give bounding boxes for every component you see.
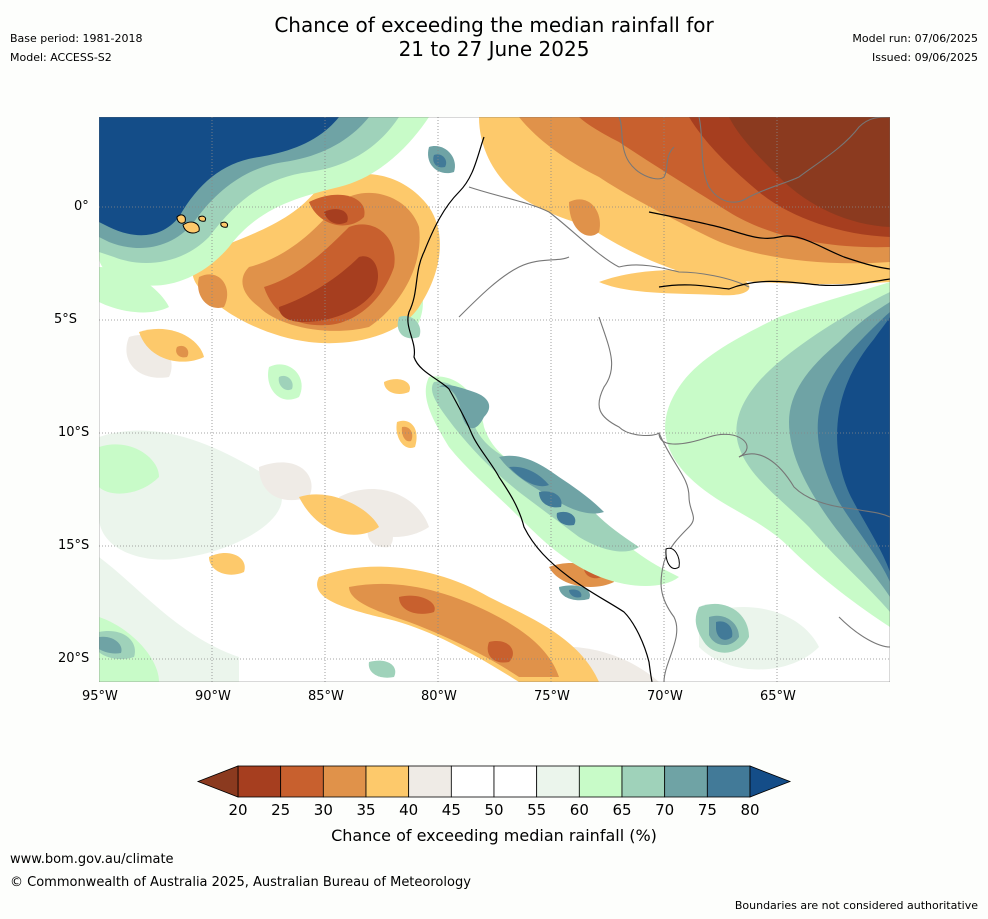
wet-anomaly-east bbox=[665, 282, 890, 627]
website-text: www.bom.gov.au/climate bbox=[10, 852, 174, 867]
issued-text: Issued: 09/06/2025 bbox=[871, 51, 978, 64]
colorbar-box-8 bbox=[578, 765, 623, 798]
colorbar-tick-70: 70 bbox=[655, 801, 674, 819]
lon-label-95w: 95°W bbox=[82, 689, 118, 704]
lon-label-65w: 65°W bbox=[760, 689, 796, 704]
colorbar-tick-50: 50 bbox=[484, 801, 503, 819]
colorbar: 20 25 30 35 40 45 50 55 60 65 70 75 80 bbox=[196, 765, 792, 819]
copyright-text: © Commonwealth of Australia 2025, Austra… bbox=[10, 875, 471, 890]
colorbar-tick-35: 35 bbox=[356, 801, 375, 819]
colorbar-box-6 bbox=[493, 765, 538, 798]
colorbar-box-10 bbox=[664, 765, 708, 798]
colorbar-box-11 bbox=[706, 765, 751, 798]
dry-anomaly-south bbox=[317, 562, 614, 682]
colorbar-tick-60: 60 bbox=[570, 801, 589, 819]
map-title: Chance of exceeding the median rainfall … bbox=[0, 13, 988, 61]
colorbar-tick-20: 20 bbox=[228, 801, 247, 819]
disclaimer-text: Boundaries are not considered authoritat… bbox=[734, 899, 978, 912]
lat-label-0: 0° bbox=[74, 199, 89, 214]
colorbar-box-1 bbox=[280, 765, 324, 798]
lon-label-80w: 80°W bbox=[421, 689, 457, 704]
wet-anomaly-northwest bbox=[99, 117, 429, 286]
coastlines bbox=[407, 136, 890, 682]
colorbar-over-arrow bbox=[749, 765, 792, 798]
lon-label-70w: 70°W bbox=[647, 689, 683, 704]
model-run-text: Model run: 07/06/2025 bbox=[852, 32, 978, 45]
dry-anomaly-north bbox=[479, 117, 890, 296]
colorbar-under-arrow bbox=[196, 765, 239, 798]
colorbar-box-0 bbox=[237, 765, 282, 798]
colorbar-tick-25: 25 bbox=[271, 801, 290, 819]
country-borders bbox=[458, 117, 890, 682]
galapagos-islands bbox=[176, 214, 228, 234]
map-gridlines bbox=[99, 117, 890, 682]
rainfall-map bbox=[99, 117, 890, 682]
colorbar-tick-45: 45 bbox=[442, 801, 461, 819]
lat-label-5s: 5°S bbox=[54, 312, 78, 327]
colorbar-tick-65: 65 bbox=[612, 801, 631, 819]
lat-label-10s: 10°S bbox=[58, 425, 90, 440]
colorbar-box-7 bbox=[536, 765, 580, 798]
lake-titicaca bbox=[665, 547, 680, 570]
colorbar-tick-80: 80 bbox=[740, 801, 759, 819]
model-text: Model: ACCESS-S2 bbox=[10, 51, 112, 64]
colorbar-box-9 bbox=[621, 765, 666, 798]
colorbar-box-3 bbox=[365, 765, 410, 798]
colorbar-tick-55: 55 bbox=[527, 801, 546, 819]
lon-label-90w: 90°W bbox=[195, 689, 231, 704]
dry-anomaly-west bbox=[139, 173, 440, 575]
lon-label-85w: 85°W bbox=[308, 689, 344, 704]
colorbar-tick-30: 30 bbox=[314, 801, 333, 819]
lat-label-15s: 15°S bbox=[58, 538, 90, 553]
base-period-text: Base period: 1981-2018 bbox=[10, 32, 143, 45]
colorbar-box-4 bbox=[408, 765, 452, 798]
colorbar-label: Chance of exceeding median rainfall (%) bbox=[331, 826, 657, 845]
colorbar-box-5 bbox=[450, 765, 495, 798]
colorbar-box-2 bbox=[322, 765, 367, 798]
wet-anomaly-coast bbox=[99, 146, 749, 678]
colorbar-tick-40: 40 bbox=[399, 801, 418, 819]
title-line-1: Chance of exceeding the median rainfall … bbox=[274, 13, 714, 37]
lat-label-20s: 20°S bbox=[58, 651, 90, 666]
colorbar-tick-75: 75 bbox=[698, 801, 717, 819]
title-line-2: 21 to 27 June 2025 bbox=[398, 37, 590, 61]
lon-label-75w: 75°W bbox=[534, 689, 570, 704]
